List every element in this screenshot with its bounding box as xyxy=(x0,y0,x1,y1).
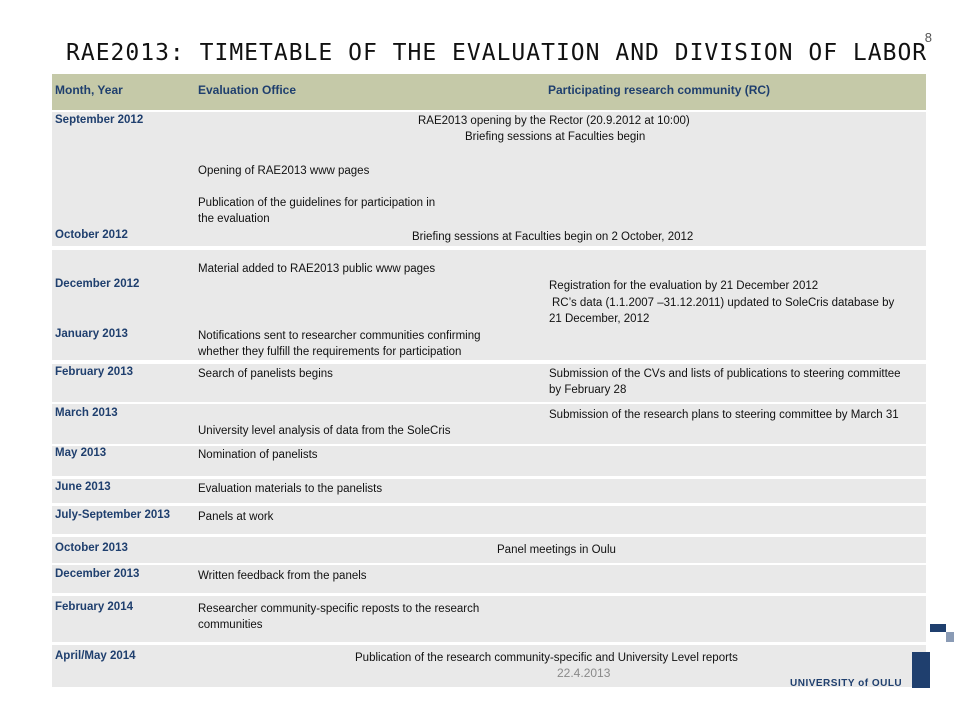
feb2013-panelists-search: Search of panelists begins xyxy=(198,368,333,380)
row-band-oct-2013 xyxy=(52,537,926,563)
month-sep-2012: September 2012 xyxy=(55,114,144,126)
sep2012-www-pages: Opening of RAE2013 www pages xyxy=(198,165,370,177)
sep2012-guidelines-cont: the evaluation xyxy=(198,213,270,225)
feb2014-reports-cont: communities xyxy=(198,619,263,631)
mar2013-research-plans: Submission of the research plans to stee… xyxy=(549,409,899,421)
month-oct-2013: October 2013 xyxy=(55,542,128,554)
university-logo: UNIVERSITY of OULU xyxy=(790,678,903,689)
month-feb-2014: February 2014 xyxy=(55,601,133,613)
feb2013-cv-submission: Submission of the CVs and lists of publi… xyxy=(549,368,901,380)
feb2014-reports: Researcher community-specific reposts to… xyxy=(198,603,480,615)
row-band-julsep-2013 xyxy=(52,506,926,534)
month-jun-2013: June 2013 xyxy=(55,481,111,493)
row-band-dec-2013 xyxy=(52,565,926,593)
page-number: 8 xyxy=(924,30,932,45)
jun2013-materials: Evaluation materials to the panelists xyxy=(198,483,383,495)
month-aprmay-2014: April/May 2014 xyxy=(55,650,136,662)
dec2012-rc-data-date: 21 December, 2012 xyxy=(549,313,650,325)
may2013-nomination: Nomination of panelists xyxy=(198,449,318,461)
month-oct-2012: October 2012 xyxy=(55,229,128,241)
julsep2013-panels-work: Panels at work xyxy=(198,511,274,523)
row-band-mar-2013 xyxy=(52,404,926,444)
jan2013-notifications-cont: whether they fulfill the requirements fo… xyxy=(198,346,462,358)
month-mar-2013: March 2013 xyxy=(55,407,118,419)
row-band-jun-2013 xyxy=(52,479,926,503)
aprmay2014-publication: Publication of the research community-sp… xyxy=(355,652,738,664)
header-month-year: Month, Year xyxy=(55,83,123,97)
deco-block-top xyxy=(930,624,946,632)
month-julsep-2013: July-September 2013 xyxy=(55,509,171,521)
oct2013-panel-meetings: Panel meetings in Oulu xyxy=(497,544,616,556)
month-jan-2013: January 2013 xyxy=(55,328,128,340)
jan2013-notifications: Notifications sent to researcher communi… xyxy=(198,330,481,342)
oct2012-briefing: Briefing sessions at Faculties begin on … xyxy=(412,231,694,243)
header-research-community: Participating research community (RC) xyxy=(548,83,771,97)
row-band-aprmay-2014 xyxy=(52,645,926,687)
month-dec-2013: December 2013 xyxy=(55,568,140,580)
university-logo-mark-icon xyxy=(912,652,930,688)
month-may-2013: May 2013 xyxy=(55,447,107,459)
sep2012-guidelines: Publication of the guidelines for partic… xyxy=(198,197,436,209)
row-band-feb-2014 xyxy=(52,596,926,642)
dec2012-rc-data: RC’s data (1.1.2007 –31.12.2011) updated… xyxy=(552,297,895,309)
sep2012-briefing: Briefing sessions at Faculties begin xyxy=(465,131,646,143)
feb2013-cv-deadline: by February 28 xyxy=(549,384,627,396)
sep2012-opening: RAE2013 opening by the Rector (20.9.2012… xyxy=(418,115,690,127)
mar2013-solecris-analysis: University level analysis of data from t… xyxy=(198,425,451,437)
row-band-dec-jan xyxy=(52,250,926,360)
row-band-feb-2013 xyxy=(52,364,926,402)
dec2012-material: Material added to RAE2013 public www pag… xyxy=(198,263,436,275)
dec2013-feedback: Written feedback from the panels xyxy=(198,570,367,582)
row-band-may-2013 xyxy=(52,446,926,476)
page-title: RAE2013: TIMETABLE OF THE EVALUATION AND… xyxy=(66,40,928,66)
month-feb-2013: February 2013 xyxy=(55,366,133,378)
table-header: Month, Year Evaluation Office Participat… xyxy=(52,74,926,110)
deco-block-mid xyxy=(946,632,954,642)
month-dec-2012: December 2012 xyxy=(55,278,140,290)
row-band-sep-oct-2012 xyxy=(52,112,926,246)
footer-date: 22.4.2013 xyxy=(557,666,611,680)
dec2012-registration: Registration for the evaluation by 21 De… xyxy=(549,280,819,292)
header-evaluation-office: Evaluation Office xyxy=(198,83,297,97)
